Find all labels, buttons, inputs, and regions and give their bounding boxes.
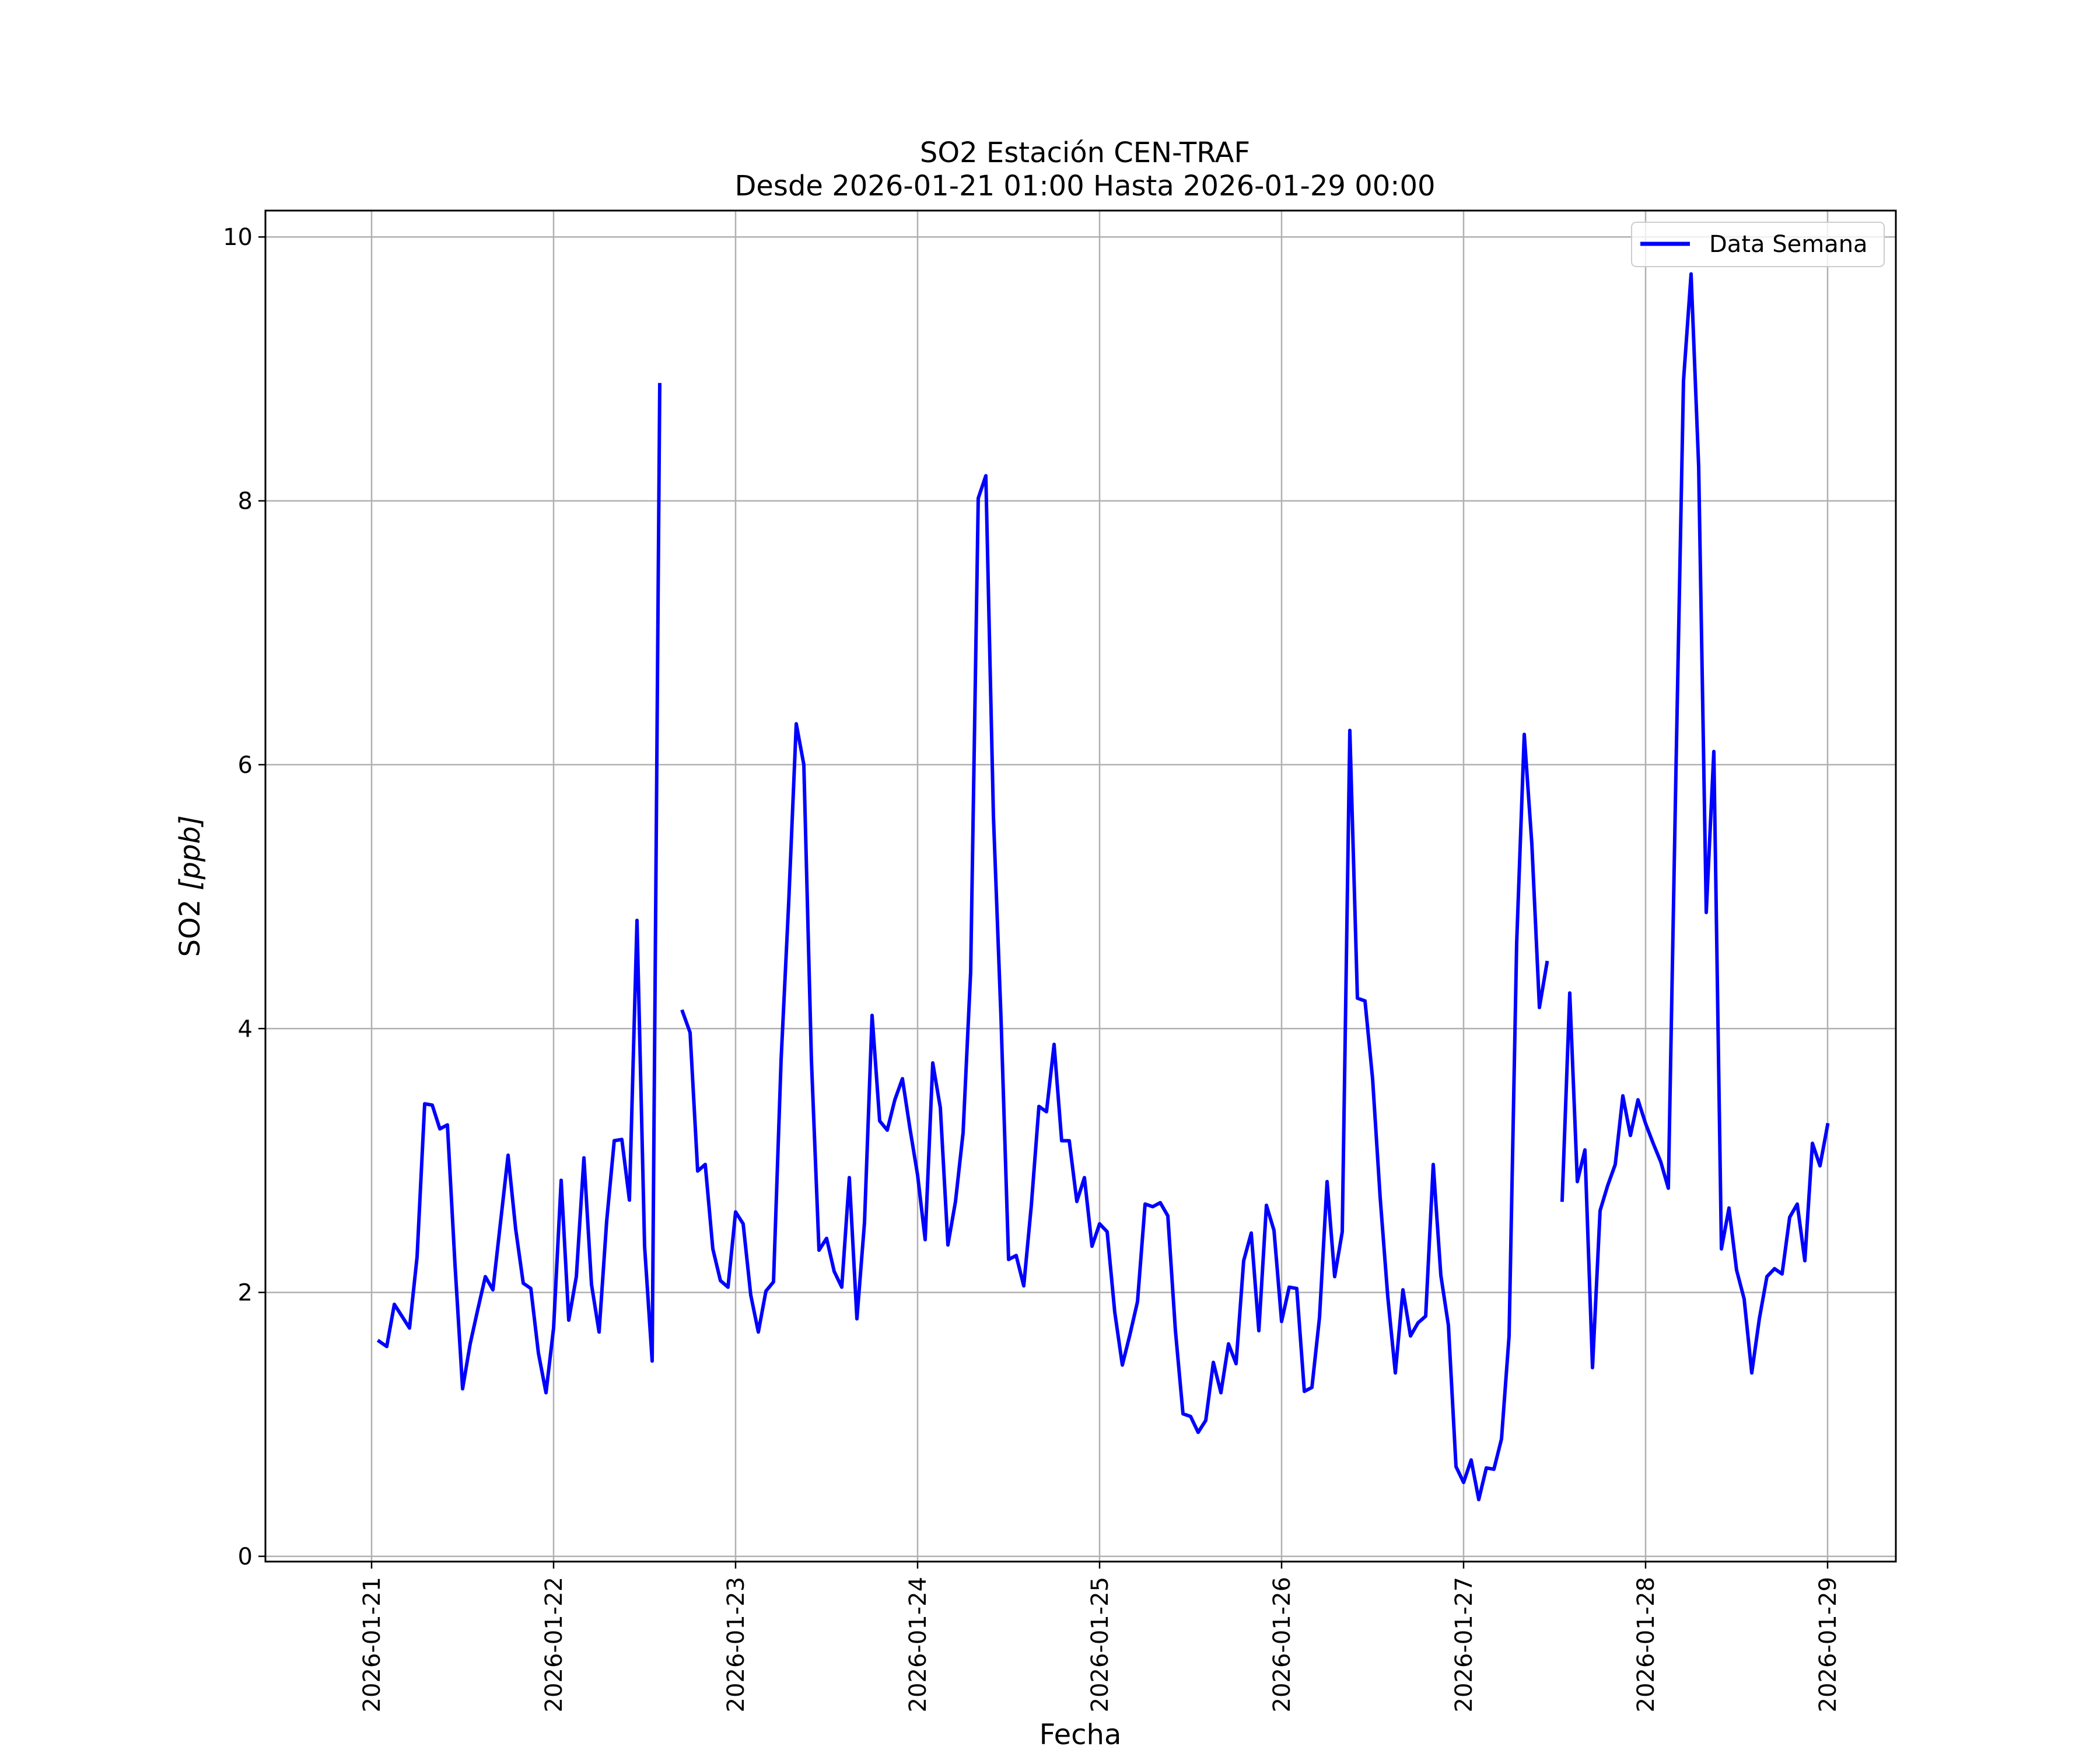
series-layer	[376, 272, 1830, 1502]
x-tick-label: 2026-01-27	[1451, 1577, 1478, 1712]
y-tick-label: 10	[223, 224, 253, 251]
y-tick-label: 4	[238, 1016, 253, 1042]
y-axis-label: SO2 [ppb]	[174, 816, 206, 957]
legend: Data Semana	[1631, 222, 1885, 267]
series-line-segment	[1560, 272, 1830, 1375]
chart-title: SO2 Estación CEN-TRAF	[920, 136, 1250, 169]
y-axis-label-main: SO2	[174, 890, 206, 957]
series-line-segment	[376, 383, 662, 1395]
y-tick-label: 2	[238, 1280, 253, 1307]
x-tick-label: 2026-01-25	[1087, 1577, 1114, 1712]
plot-frame	[264, 209, 1897, 1563]
x-axis: 2026-01-21 2026-01-22 2026-01-23 2026-01-24…	[359, 1562, 1842, 1712]
y-tick-label: 6	[238, 752, 253, 779]
x-tick-label: 2026-01-29	[1815, 1577, 1842, 1712]
x-tick-label: 2026-01-24	[905, 1577, 932, 1712]
series-line-segment	[680, 474, 1549, 1502]
y-tick-label: 8	[238, 488, 253, 515]
chart-subtitle: Desde 2026-01-21 01:00 Hasta 2026-01-29 …	[734, 170, 1435, 202]
x-tick-label: 2026-01-28	[1633, 1577, 1660, 1712]
x-axis-label: Fecha	[1040, 1718, 1122, 1750]
x-tick-label: 2026-01-22	[541, 1577, 568, 1712]
y-axis-label-unit: [ppb]	[174, 816, 206, 891]
grid	[265, 211, 1896, 1562]
x-tick-label: 2026-01-23	[723, 1577, 750, 1712]
y-axis: 0 2 4 6 8 10	[223, 224, 265, 1570]
legend-box	[1631, 222, 1885, 267]
x-tick-label: 2026-01-26	[1269, 1577, 1296, 1712]
y-tick-label: 0	[238, 1544, 253, 1570]
legend-label: Data Semana	[1709, 231, 1868, 258]
x-tick-label: 2026-01-21	[359, 1577, 386, 1712]
